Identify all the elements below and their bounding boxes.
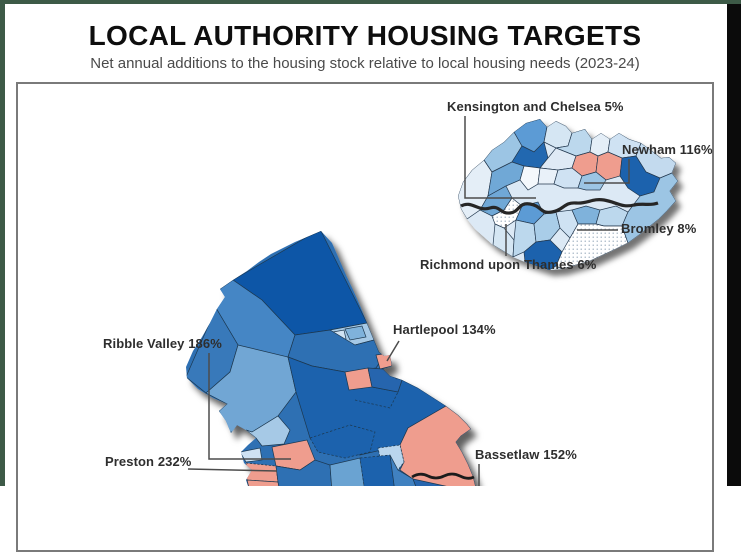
leader-preston [187, 468, 278, 472]
leader-kensington [464, 116, 536, 199]
region-preston [245, 462, 279, 483]
choropleth-maps [186, 116, 678, 486]
callout-hartlepool: Hartlepool 134% [393, 322, 496, 337]
page-subtitle: Net annual additions to the housing stoc… [90, 55, 640, 72]
card-left-border [0, 0, 5, 486]
region-darlington [344, 367, 373, 391]
page-title: LOCAL AUTHORITY HOUSING TARGETS [88, 20, 642, 51]
borough-kensington-chelsea [519, 165, 541, 191]
leader-newham [584, 159, 630, 184]
callout-kensington-and-chelsea: Kensington and Chelsea 5% [447, 99, 624, 114]
callout-ribble-valley: Ribble Valley 186% [103, 336, 222, 351]
england-north-map [186, 231, 477, 486]
card-top-border [0, 0, 741, 4]
river-humber [411, 472, 475, 480]
callout-preston: Preston 232% [105, 454, 192, 469]
leader-hartlepool [386, 340, 400, 362]
london-inset-map [458, 119, 678, 270]
card-right-shadow [727, 0, 741, 486]
borough-croydon [523, 239, 563, 270]
callout-newham: Newham 116% [622, 142, 713, 157]
leader-lines [187, 116, 630, 486]
callout-bassetlaw: Bassetlaw 152% [475, 447, 577, 462]
borough-enfield [543, 120, 573, 149]
callout-richmond-upon-thames: Richmond upon Thames 6% [420, 257, 597, 272]
river-thames [460, 197, 659, 215]
callout-bromley: Bromley 8% [621, 221, 697, 236]
leader-ribble-valley [208, 353, 291, 460]
borough-bromley [555, 223, 629, 270]
